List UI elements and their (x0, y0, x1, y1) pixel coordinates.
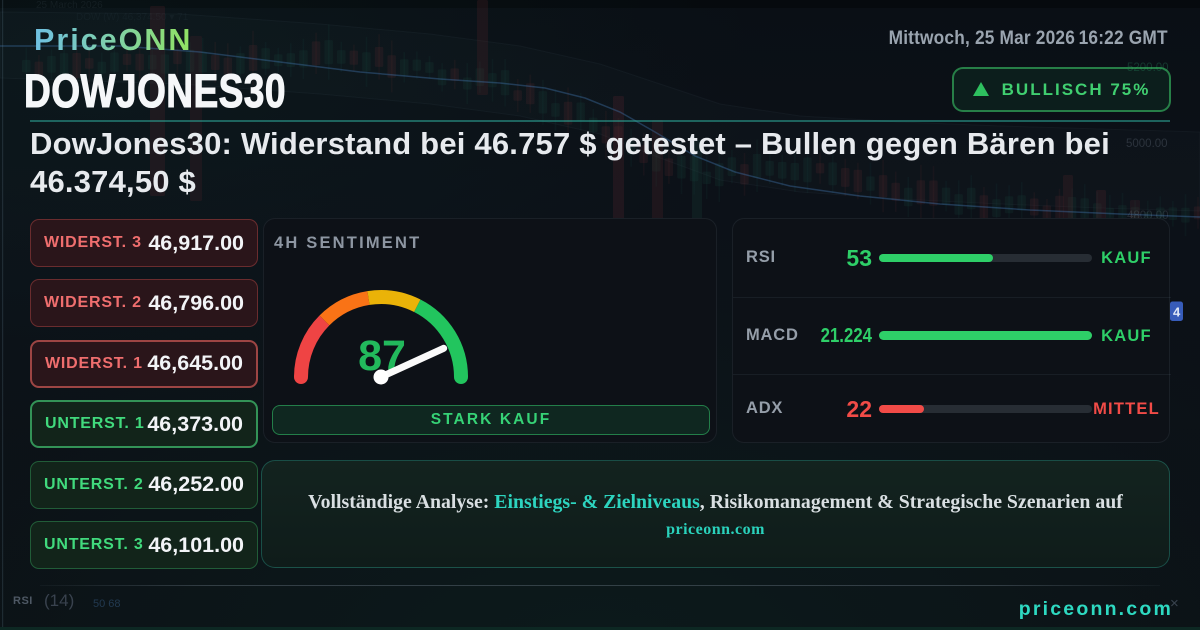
svg-text:25 March 2026: 25 March 2026 (36, 0, 103, 11)
svg-text:5000.00: 5000.00 (1126, 138, 1168, 150)
svg-text:DOW (W) 46,374.50 ▾ 71: DOW (W) 46,374.50 ▾ 71 (76, 12, 189, 23)
svg-text:4: 4 (1173, 305, 1181, 320)
